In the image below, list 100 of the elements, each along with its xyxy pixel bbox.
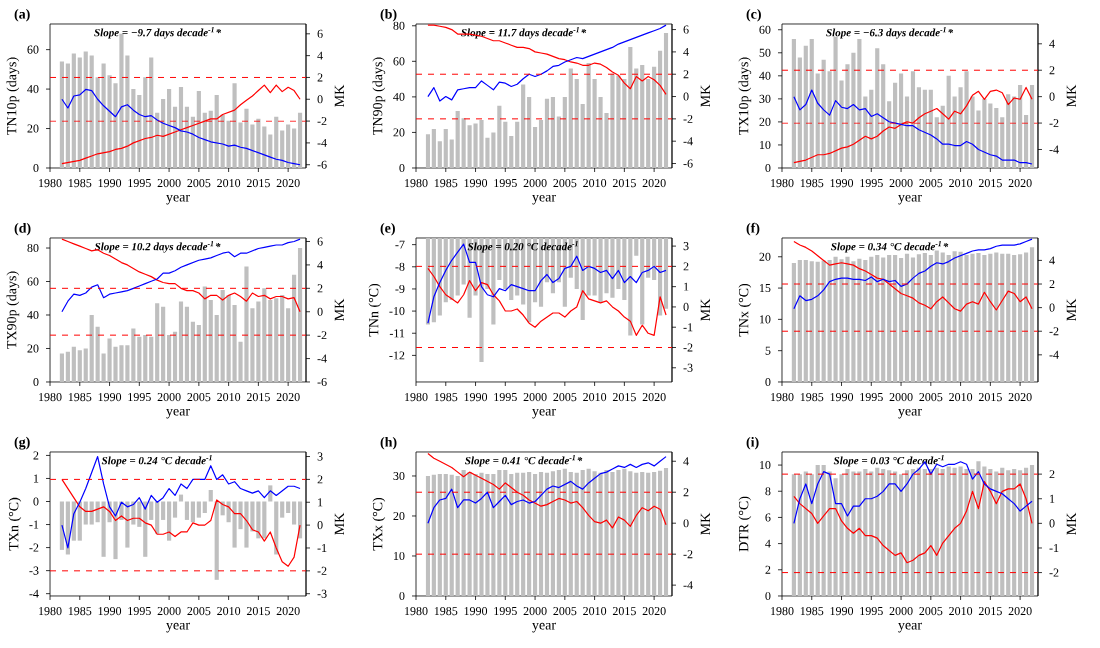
bar xyxy=(833,36,838,168)
bar xyxy=(628,47,633,168)
bar xyxy=(184,306,190,382)
bar xyxy=(232,83,237,168)
bar xyxy=(1012,468,1017,596)
bar xyxy=(857,471,862,596)
bar xyxy=(107,338,112,382)
bar xyxy=(1018,470,1023,596)
bar xyxy=(833,256,838,382)
bar xyxy=(881,257,886,382)
bar xyxy=(610,73,615,168)
bar xyxy=(244,501,249,548)
bar xyxy=(226,294,231,382)
bar xyxy=(881,468,886,596)
bar xyxy=(83,51,88,168)
bar xyxy=(928,254,933,382)
bar xyxy=(964,254,969,382)
bar xyxy=(59,353,65,382)
bar xyxy=(1006,94,1011,168)
bar xyxy=(467,125,472,168)
bar xyxy=(815,465,820,596)
bar xyxy=(958,466,963,596)
bar xyxy=(857,258,862,382)
bar xyxy=(544,98,550,168)
line-series xyxy=(427,243,667,324)
bar xyxy=(220,289,225,382)
bar xyxy=(893,254,898,382)
bar xyxy=(280,294,285,382)
bar xyxy=(946,254,951,382)
bar xyxy=(497,105,502,168)
bar xyxy=(821,59,826,168)
bar xyxy=(89,55,94,168)
bar xyxy=(473,123,478,168)
bar xyxy=(988,253,993,382)
bar xyxy=(167,89,172,168)
bar xyxy=(101,501,106,557)
bar xyxy=(869,256,874,382)
bar xyxy=(797,259,802,382)
bar xyxy=(875,254,880,382)
bar xyxy=(982,254,987,382)
bar xyxy=(262,288,267,382)
bar xyxy=(443,128,448,168)
bar xyxy=(904,253,910,382)
bar xyxy=(297,248,303,382)
bar xyxy=(479,119,484,168)
bar xyxy=(184,501,190,520)
bar xyxy=(809,38,814,168)
bar xyxy=(1000,253,1005,382)
bar xyxy=(916,254,921,382)
bar xyxy=(101,63,106,168)
bar xyxy=(898,73,904,168)
bar xyxy=(232,501,237,548)
bar xyxy=(1006,470,1011,596)
bar xyxy=(586,63,591,168)
bar xyxy=(952,251,957,382)
bar xyxy=(244,266,249,382)
bar xyxy=(1018,85,1023,168)
bar xyxy=(155,303,160,382)
bar xyxy=(976,253,981,382)
bar xyxy=(71,346,76,382)
bar xyxy=(119,33,124,168)
bar xyxy=(143,335,148,382)
bar xyxy=(946,75,951,168)
bar xyxy=(196,91,201,168)
bar xyxy=(940,252,945,382)
bar xyxy=(982,98,987,168)
bar xyxy=(875,467,880,596)
bar xyxy=(89,501,94,525)
bar xyxy=(77,57,82,168)
bar xyxy=(214,501,219,580)
bar xyxy=(262,501,267,539)
bar xyxy=(1018,254,1023,382)
bar xyxy=(863,259,868,382)
bar xyxy=(893,82,898,168)
bar xyxy=(155,501,160,534)
bar xyxy=(887,470,892,596)
bar xyxy=(1006,253,1011,382)
bar xyxy=(461,118,466,168)
bar xyxy=(898,474,904,596)
bar xyxy=(910,468,916,596)
bar xyxy=(119,345,124,382)
bar xyxy=(89,315,94,382)
bar xyxy=(827,259,832,382)
bar xyxy=(244,108,249,168)
bar xyxy=(970,468,975,596)
bar xyxy=(809,261,814,382)
bar xyxy=(431,128,436,168)
bar xyxy=(982,466,987,596)
bar xyxy=(851,471,856,596)
bar xyxy=(59,501,65,550)
bar xyxy=(791,263,796,382)
bar xyxy=(274,116,279,168)
bar xyxy=(863,468,868,596)
bar xyxy=(791,38,796,168)
bar xyxy=(1012,254,1017,382)
bar xyxy=(970,253,975,382)
bar xyxy=(616,75,621,168)
bar xyxy=(922,89,927,168)
bar xyxy=(821,465,826,596)
bar xyxy=(71,53,76,168)
